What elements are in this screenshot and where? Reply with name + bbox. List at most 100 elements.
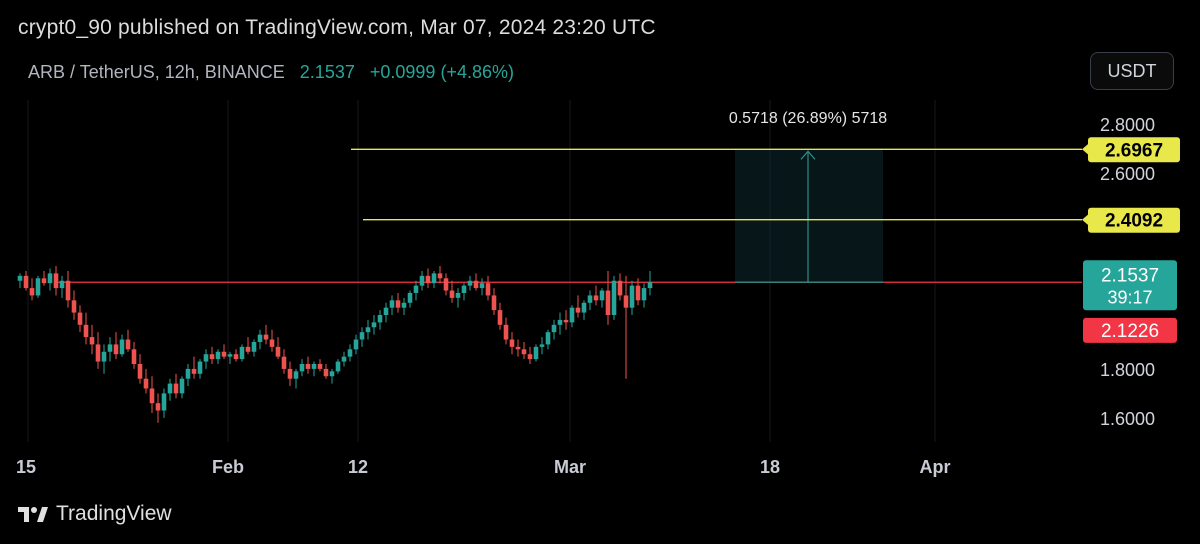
candle-body[interactable] xyxy=(329,371,335,377)
candle-body[interactable] xyxy=(89,337,95,345)
candle-body[interactable] xyxy=(71,300,77,313)
candle-body[interactable] xyxy=(539,344,545,347)
candle-body[interactable] xyxy=(341,356,347,362)
candle-body[interactable] xyxy=(269,339,275,347)
candle-body[interactable] xyxy=(83,324,89,338)
candle-body[interactable] xyxy=(245,346,251,352)
candle-body[interactable] xyxy=(599,290,605,301)
candle-body[interactable] xyxy=(173,383,179,394)
candle-body[interactable] xyxy=(533,346,539,360)
candle-body[interactable] xyxy=(407,292,413,303)
candle-body[interactable] xyxy=(251,341,257,352)
candle-body[interactable] xyxy=(41,278,47,284)
candle-body[interactable] xyxy=(647,282,653,289)
candle-body[interactable] xyxy=(419,275,425,286)
candle-body[interactable] xyxy=(449,290,455,298)
candle-body[interactable] xyxy=(371,322,377,328)
candle-body[interactable] xyxy=(443,278,449,291)
candle-body[interactable] xyxy=(209,354,215,360)
candle-body[interactable] xyxy=(131,349,137,365)
candle-body[interactable] xyxy=(323,368,329,377)
candle-body[interactable] xyxy=(455,292,461,298)
candle-body[interactable] xyxy=(365,327,371,333)
candle-body[interactable] xyxy=(299,364,305,372)
candle-body[interactable] xyxy=(389,300,395,308)
candle-body[interactable] xyxy=(383,307,389,316)
candle-body[interactable] xyxy=(257,334,263,342)
candle-body[interactable] xyxy=(35,278,41,296)
candle-body[interactable] xyxy=(179,378,185,394)
candle-body[interactable] xyxy=(215,351,221,360)
candle-body[interactable] xyxy=(497,310,503,325)
candle-body[interactable] xyxy=(167,383,173,394)
candle-body[interactable] xyxy=(155,403,161,411)
candle-body[interactable] xyxy=(551,324,557,333)
currency-button[interactable]: USDT xyxy=(1090,52,1174,90)
candle-body[interactable] xyxy=(413,285,419,293)
candle-body[interactable] xyxy=(53,273,59,289)
candle-body[interactable] xyxy=(485,283,491,296)
candle-body[interactable] xyxy=(203,354,209,362)
candle-body[interactable] xyxy=(191,368,197,374)
candle-body[interactable] xyxy=(347,349,353,357)
candle-body[interactable] xyxy=(287,368,293,379)
candle-body[interactable] xyxy=(137,364,143,379)
candle-body[interactable] xyxy=(143,378,149,389)
candle-body[interactable] xyxy=(437,273,443,279)
candle-body[interactable] xyxy=(293,371,299,379)
candle-body[interactable] xyxy=(461,285,467,293)
candle-body[interactable] xyxy=(359,332,365,340)
candle-body[interactable] xyxy=(515,346,521,350)
candle-body[interactable] xyxy=(17,275,23,281)
candle-body[interactable] xyxy=(281,356,287,369)
candle-body[interactable] xyxy=(233,354,239,360)
candle-body[interactable] xyxy=(305,364,311,369)
candle-body[interactable] xyxy=(197,361,203,374)
candle-body[interactable] xyxy=(635,285,641,301)
candle-body[interactable] xyxy=(491,295,497,311)
candle-body[interactable] xyxy=(59,280,65,289)
candle-body[interactable] xyxy=(335,361,341,372)
candle-body[interactable] xyxy=(623,295,629,308)
candle-body[interactable] xyxy=(107,344,113,352)
candle-body[interactable] xyxy=(629,285,635,308)
candle-body[interactable] xyxy=(125,339,131,350)
candle-body[interactable] xyxy=(509,339,515,347)
candle-body[interactable] xyxy=(227,354,233,357)
candle-body[interactable] xyxy=(467,280,473,286)
candle-body[interactable] xyxy=(545,332,551,345)
candle-body[interactable] xyxy=(503,324,509,340)
candle-body[interactable] xyxy=(587,295,593,303)
candle-body[interactable] xyxy=(263,334,269,340)
candle-body[interactable] xyxy=(113,344,119,355)
candle-body[interactable] xyxy=(479,283,485,289)
candle-body[interactable] xyxy=(617,280,623,296)
candle-body[interactable] xyxy=(611,280,617,316)
candle-body[interactable] xyxy=(377,315,383,323)
candle-body[interactable] xyxy=(119,339,125,355)
long-position-box[interactable] xyxy=(735,149,883,283)
candle-body[interactable] xyxy=(101,351,107,362)
candle-body[interactable] xyxy=(65,280,71,301)
candle-body[interactable] xyxy=(605,290,611,316)
candle-body[interactable] xyxy=(275,346,281,357)
candle-body[interactable] xyxy=(221,351,227,357)
candle-body[interactable] xyxy=(77,312,83,325)
candle-body[interactable] xyxy=(527,354,533,360)
candle-body[interactable] xyxy=(23,275,29,289)
candle-body[interactable] xyxy=(425,275,431,284)
candle-body[interactable] xyxy=(581,302,587,313)
candle-body[interactable] xyxy=(161,393,167,411)
candle-body[interactable] xyxy=(95,344,101,362)
candle-body[interactable] xyxy=(353,339,359,350)
candle-body[interactable] xyxy=(185,368,191,379)
candle-body[interactable] xyxy=(239,346,245,360)
candle-body[interactable] xyxy=(149,388,155,404)
candle-body[interactable] xyxy=(29,288,35,296)
candle-body[interactable] xyxy=(395,300,401,308)
candle-body[interactable] xyxy=(47,273,53,284)
candle-body[interactable] xyxy=(641,288,647,301)
candle-body[interactable] xyxy=(431,273,437,284)
candle-body[interactable] xyxy=(557,319,563,325)
candle-body[interactable] xyxy=(563,319,569,323)
